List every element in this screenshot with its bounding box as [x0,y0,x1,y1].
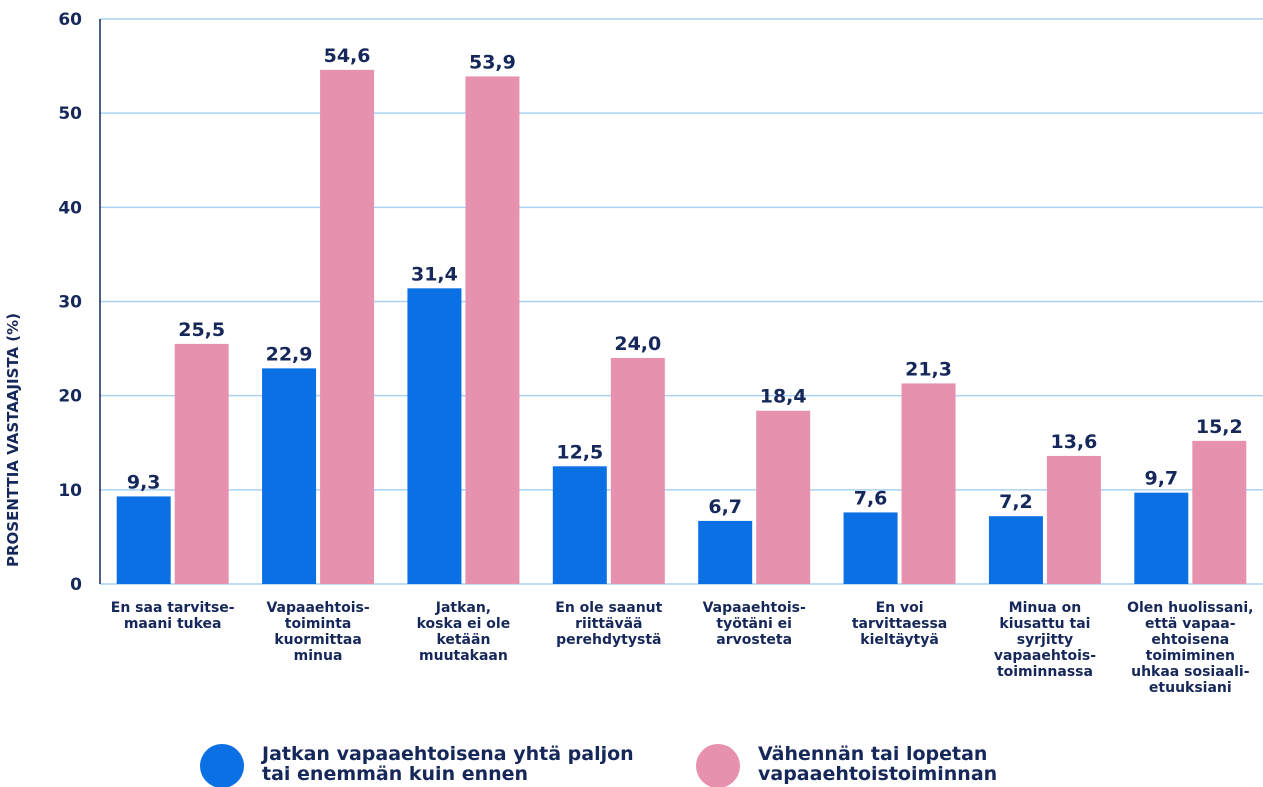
legend-swatch [200,744,244,787]
x-tick-label: Olen huolissani, että vapaa-ehtoisena toim… [1127,600,1253,696]
bar [174,343,229,584]
bar [552,466,607,584]
bar [756,410,811,584]
legend-swatch [696,744,740,787]
bar [843,512,898,584]
value-label: 24,0 [614,333,661,355]
y-tick-label: 60 [58,10,82,30]
value-label: 7,2 [999,491,1033,513]
x-tick-label: En saa tarvitse-maani tukea [111,600,235,632]
y-tick-label: 10 [58,481,82,501]
value-label: 21,3 [905,358,952,380]
bar [262,368,317,584]
y-tick-label: 40 [58,198,82,218]
value-label: 7,6 [854,487,888,509]
value-label: 53,9 [469,51,516,73]
value-label: 9,3 [127,471,161,493]
value-label: 25,5 [178,319,225,341]
legend-label: Vähennän tai lopetan vapaaehtoistoiminnan [758,743,997,785]
y-axis-label: PROSENTTIA VASTAAJISTA (%) [4,313,22,567]
value-label: 31,4 [411,263,458,285]
legend-label: Jatkan vapaaehtoisena yhtä paljon tai ene… [260,743,634,785]
bar [1192,440,1247,584]
bar [320,69,375,585]
value-label: 13,6 [1050,431,1097,453]
value-label: 12,5 [556,441,603,463]
value-label: 54,6 [324,45,371,67]
y-tick-label: 0 [70,575,82,595]
y-tick-label: 20 [58,387,82,407]
x-tick-label: Jatkan, koska ei ole ketään muutakaan [417,600,511,664]
bar [988,516,1043,584]
value-label: 6,7 [708,496,742,518]
value-label: 9,7 [1144,468,1178,490]
bar [465,76,520,585]
x-tick-label: En ole saanut riittävää perehdytystä [555,600,662,648]
bar [116,496,171,584]
bar [698,520,753,584]
x-tick-label: Minua on kiusattu tai syrjitty vapaaehtois-… [994,600,1096,680]
x-tick-label: En voi tarvittaessa kieltäytyä [852,600,947,648]
x-tick-label: Vapaaehtois-toiminta kuormittaa minua [266,600,369,664]
y-tick-label: 30 [58,293,82,313]
bar [1046,455,1101,584]
bar [901,383,956,584]
y-tick-label: 50 [58,104,82,124]
value-label: 18,4 [760,386,807,408]
bar [407,288,462,584]
bar [610,358,665,584]
bar [1134,492,1189,584]
value-label: 15,2 [1196,416,1243,438]
x-tick-label: Vapaaehtois-työtäni ei arvosteta [703,600,806,648]
value-label: 22,9 [266,343,313,365]
